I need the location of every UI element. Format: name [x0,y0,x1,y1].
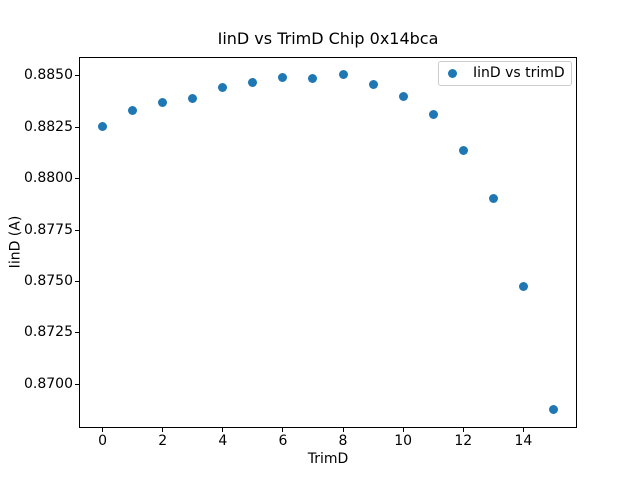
plot-area [79,57,577,428]
y-tick-label: 0.8825 [24,118,73,135]
x-tick-label: 2 [158,433,168,449]
x-tick-mark [402,428,404,432]
x-tick-mark [162,428,164,432]
data-point [338,70,348,80]
data-point [308,74,318,84]
legend: IinD vs trimD [438,61,572,86]
y-tick-label: 0.8775 [24,221,73,238]
y-tick-mark [75,229,79,231]
legend-label: IinD vs trimD [473,65,565,81]
y-tick-label: 0.8850 [24,67,73,84]
data-point [158,98,168,108]
data-point [548,405,558,415]
y-tick-mark [75,178,79,180]
x-tick-mark [522,428,524,432]
x-tick-mark [342,428,344,432]
x-tick-label: 12 [454,433,473,449]
y-tick-mark [75,332,79,334]
y-tick-label: 0.8725 [24,324,73,341]
x-tick-label: 10 [394,433,413,449]
data-point [488,194,498,204]
data-point [278,73,288,83]
data-point [518,282,528,292]
x-tick-mark [222,428,224,432]
legend-marker-icon [448,69,457,78]
data-point [458,146,468,156]
y-tick-label: 0.8700 [24,375,73,392]
data-point [128,106,138,116]
y-tick-mark [75,75,79,77]
x-axis-label: TrimD [307,451,349,467]
y-tick-mark [75,126,79,128]
x-tick-mark [282,428,284,432]
y-tick-label: 0.8750 [24,272,73,289]
y-tick-mark [75,280,79,282]
data-point [248,77,258,87]
data-point [188,94,198,103]
chart-title: IinD vs TrimD Chip 0x14bca [217,29,439,48]
x-tick-label: 6 [278,433,288,449]
x-tick-label: 14 [514,433,533,449]
x-tick-mark [462,428,464,432]
data-point [428,110,438,120]
x-tick-mark [102,428,104,432]
x-tick-label: 4 [218,433,228,449]
y-tick-label: 0.8800 [24,170,73,187]
data-point [98,121,108,131]
data-point [368,79,378,89]
data-point [218,82,228,92]
x-tick-label: 0 [98,433,107,449]
y-tick-mark [75,383,79,385]
data-point [398,91,408,101]
x-tick-label: 8 [338,433,348,449]
